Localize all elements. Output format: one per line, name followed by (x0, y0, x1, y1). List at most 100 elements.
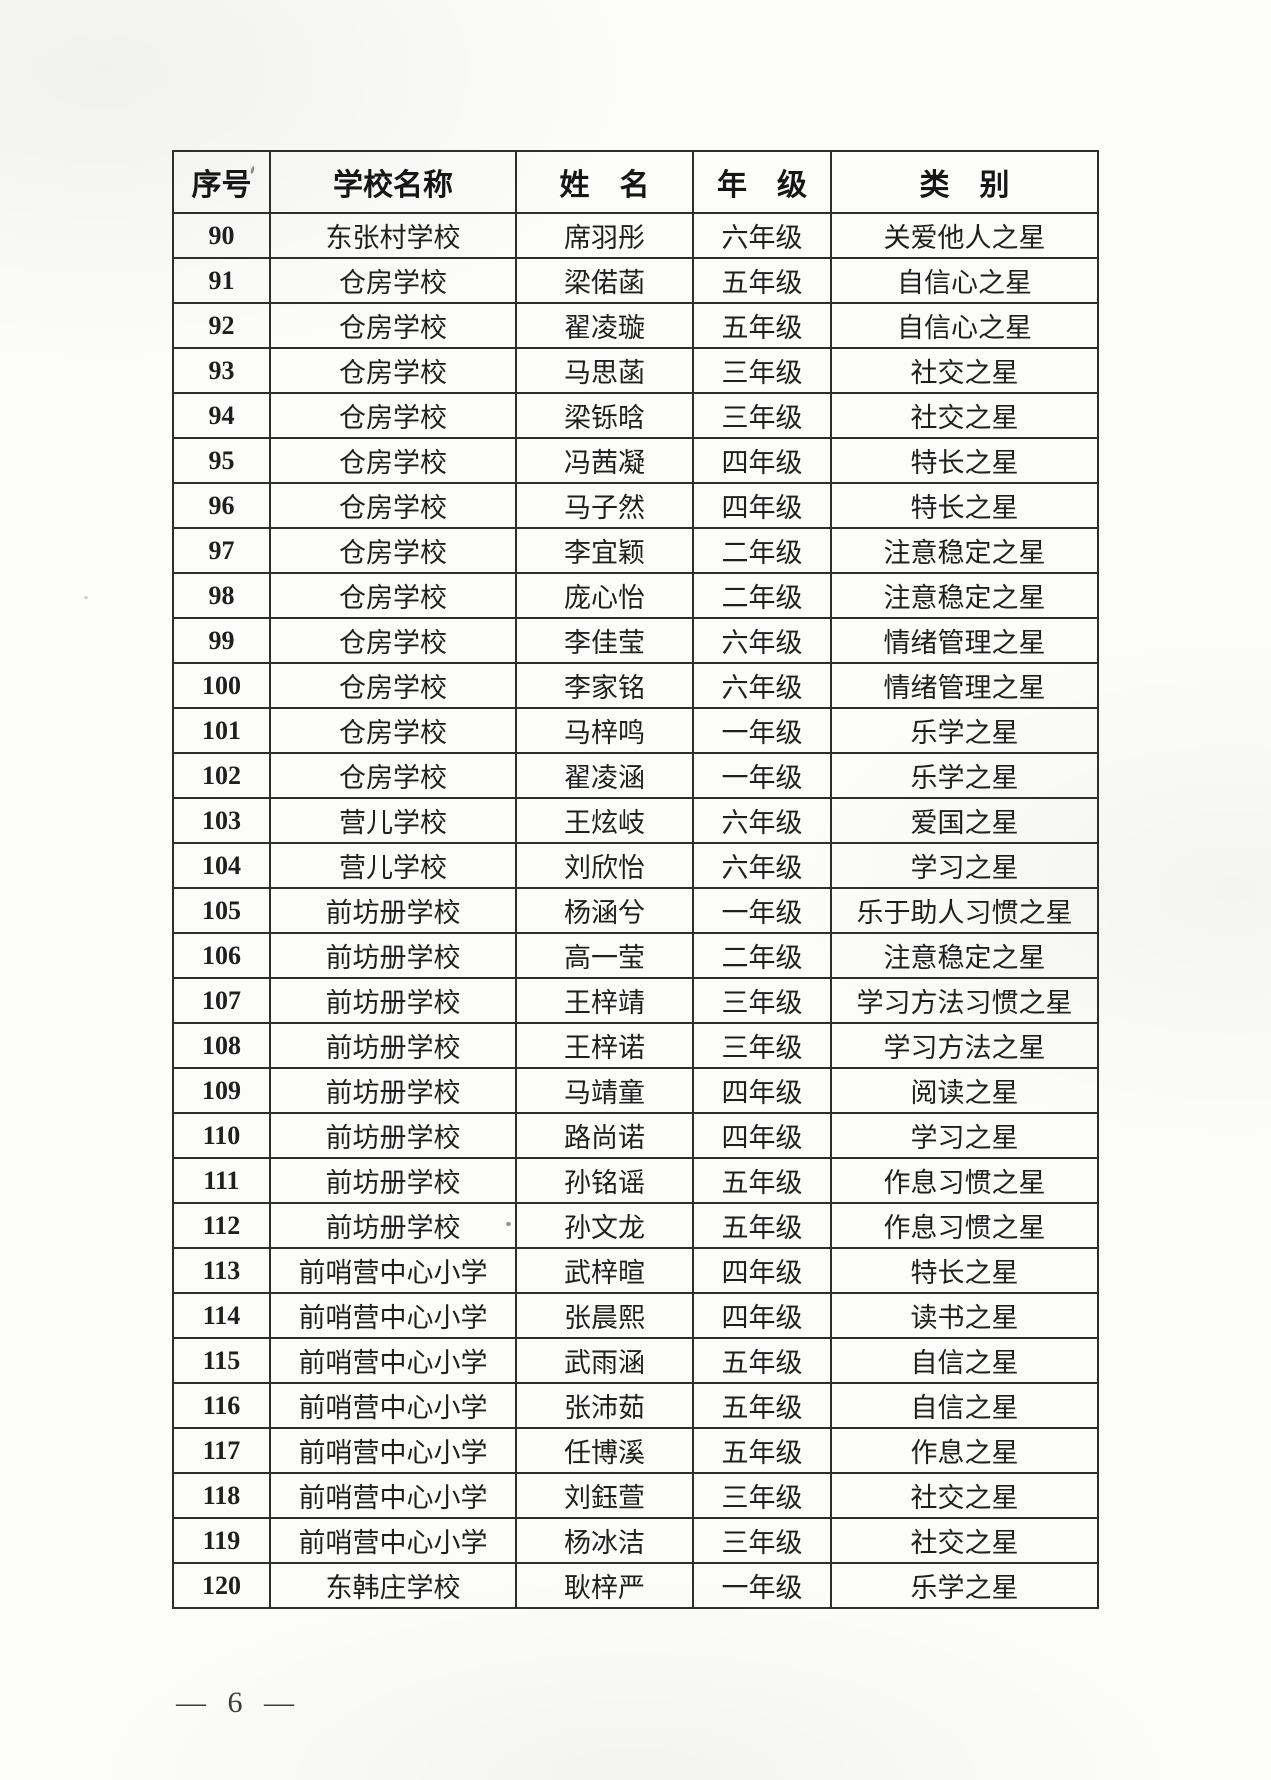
table-row: 95 仓房学校 冯茜凝 四年级 特长之星 (172, 437, 1099, 484)
cell-category: 学习方法之星 (830, 1022, 1099, 1069)
cell-category: 社交之星 (830, 347, 1099, 394)
cell-serial-number: 95 (172, 437, 271, 484)
table-row: 93 仓房学校 马思菡 三年级 社交之星 (172, 347, 1099, 394)
cell-category: 自信之星 (830, 1337, 1099, 1384)
table-row: 102 仓房学校 翟凌涵 一年级 乐学之星 (172, 752, 1099, 799)
header-school-name: 学校名称 (269, 150, 517, 214)
cell-grade: 一年级 (692, 1562, 832, 1609)
cell-school-name: 仓房学校 (269, 617, 517, 664)
cell-grade: 四年级 (692, 1112, 832, 1159)
cell-serial-number: 104 (172, 842, 271, 889)
cell-serial-number: 111 (172, 1157, 271, 1204)
cell-grade: 一年级 (692, 887, 832, 934)
cell-student-name: 翟凌涵 (515, 752, 694, 799)
table-row: 107 前坊册学校 王梓靖 三年级 学习方法习惯之星 (172, 977, 1099, 1024)
table-row: 105 前坊册学校 杨涵兮 一年级 乐于助人习惯之星 (172, 887, 1099, 934)
cell-serial-number: 114 (172, 1292, 271, 1339)
table-row: 108 前坊册学校 王梓诺 三年级 学习方法之星 (172, 1022, 1099, 1069)
cell-student-name: 刘鈺萱 (515, 1472, 694, 1519)
cell-student-name: 武梓暄 (515, 1247, 694, 1294)
cell-school-name: 仓房学校 (269, 437, 517, 484)
cell-category: 乐学之星 (830, 707, 1099, 754)
cell-serial-number: 90 (172, 212, 271, 259)
cell-serial-number: 105 (172, 887, 271, 934)
cell-student-name: 刘欣怡 (515, 842, 694, 889)
cell-school-name: 前哨营中心小学 (269, 1517, 517, 1564)
table-row: 91 仓房学校 梁偌菡 五年级 自信心之星 (172, 257, 1099, 304)
cell-school-name: 前坊册学校 (269, 1022, 517, 1069)
cell-serial-number: 91 (172, 257, 271, 304)
table-row: 101 仓房学校 马梓鸣 一年级 乐学之星 (172, 707, 1099, 754)
cell-school-name: 仓房学校 (269, 527, 517, 574)
cell-category: 特长之星 (830, 437, 1099, 484)
scan-artifact-speck (84, 596, 88, 599)
cell-student-name: 耿梓严 (515, 1562, 694, 1609)
table-row: 112 前坊册学校 孙文龙 五年级 作息习惯之星 (172, 1202, 1099, 1249)
cell-category: 读书之星 (830, 1292, 1099, 1339)
cell-serial-number: 107 (172, 977, 271, 1024)
table-body: 90 东张村学校 席羽彤 六年级 关爱他人之星 91 仓房学校 梁偌菡 五年级 … (172, 212, 1099, 1609)
cell-serial-number: 119 (172, 1517, 271, 1564)
cell-student-name: 任博溪 (515, 1427, 694, 1474)
cell-student-name: 梁偌菡 (515, 257, 694, 304)
cell-school-name: 东韩庄学校 (269, 1562, 517, 1609)
cell-serial-number: 97 (172, 527, 271, 574)
cell-school-name: 前坊册学校 (269, 1202, 517, 1249)
cell-serial-number: 109 (172, 1067, 271, 1114)
cell-grade: 三年级 (692, 1472, 832, 1519)
cell-school-name: 前坊册学校 (269, 1067, 517, 1114)
table-row: 110 前坊册学校 路尚诺 四年级 学习之星 (172, 1112, 1099, 1159)
table-row: 97 仓房学校 李宜颖 二年级 注意稳定之星 (172, 527, 1099, 574)
cell-school-name: 仓房学校 (269, 572, 517, 619)
cell-serial-number: 100 (172, 662, 271, 709)
cell-category: 社交之星 (830, 392, 1099, 439)
scan-artifact-speck (506, 1222, 511, 1226)
cell-school-name: 东张村学校 (269, 212, 517, 259)
cell-grade: 五年级 (692, 1157, 832, 1204)
table-row: 104 营儿学校 刘欣怡 六年级 学习之星 (172, 842, 1099, 889)
cell-grade: 三年级 (692, 392, 832, 439)
cell-school-name: 仓房学校 (269, 707, 517, 754)
cell-school-name: 营儿学校 (269, 842, 517, 889)
cell-student-name: 杨冰洁 (515, 1517, 694, 1564)
cell-grade: 一年级 (692, 752, 832, 799)
cell-grade: 一年级 (692, 707, 832, 754)
cell-student-name: 路尚诺 (515, 1112, 694, 1159)
table-row: 106 前坊册学校 高一莹 二年级 注意稳定之星 (172, 932, 1099, 979)
cell-school-name: 前坊册学校 (269, 1157, 517, 1204)
cell-grade: 二年级 (692, 572, 832, 619)
cell-category: 关爱他人之星 (830, 212, 1099, 259)
cell-serial-number: 103 (172, 797, 271, 844)
cell-student-name: 梁铄晗 (515, 392, 694, 439)
table-row: 117 前哨营中心小学 任博溪 五年级 作息之星 (172, 1427, 1099, 1474)
cell-serial-number: 110 (172, 1112, 271, 1159)
cell-serial-number: 112 (172, 1202, 271, 1249)
table-row: 111 前坊册学校 孙铭谣 五年级 作息习惯之星 (172, 1157, 1099, 1204)
table-row: 113 前哨营中心小学 武梓暄 四年级 特长之星 (172, 1247, 1099, 1294)
cell-category: 学习之星 (830, 842, 1099, 889)
header-category: 类 别 (830, 150, 1099, 214)
cell-student-name: 马子然 (515, 482, 694, 529)
cell-student-name: 王炫岐 (515, 797, 694, 844)
cell-grade: 五年级 (692, 1337, 832, 1384)
cell-grade: 五年级 (692, 1382, 832, 1429)
cell-grade: 四年级 (692, 437, 832, 484)
cell-student-name: 高一莹 (515, 932, 694, 979)
cell-student-name: 张沛茹 (515, 1382, 694, 1429)
cell-grade: 五年级 (692, 1202, 832, 1249)
cell-grade: 二年级 (692, 527, 832, 574)
table-row: 94 仓房学校 梁铄晗 三年级 社交之星 (172, 392, 1099, 439)
cell-category: 学习之星 (830, 1112, 1099, 1159)
cell-student-name: 张晨熙 (515, 1292, 694, 1339)
cell-serial-number: 99 (172, 617, 271, 664)
cell-student-name: 孙铭谣 (515, 1157, 694, 1204)
cell-school-name: 前哨营中心小学 (269, 1472, 517, 1519)
cell-grade: 四年级 (692, 1247, 832, 1294)
cell-category: 自信心之星 (830, 302, 1099, 349)
student-award-table: 序号 学校名称 姓 名 年 级 类 别 90 东张村学校 席羽彤 六年级 关爱他… (172, 150, 1099, 1609)
cell-student-name: 李家铭 (515, 662, 694, 709)
cell-serial-number: 96 (172, 482, 271, 529)
header-student-name: 姓 名 (515, 150, 694, 214)
cell-school-name: 仓房学校 (269, 257, 517, 304)
cell-grade: 五年级 (692, 257, 832, 304)
